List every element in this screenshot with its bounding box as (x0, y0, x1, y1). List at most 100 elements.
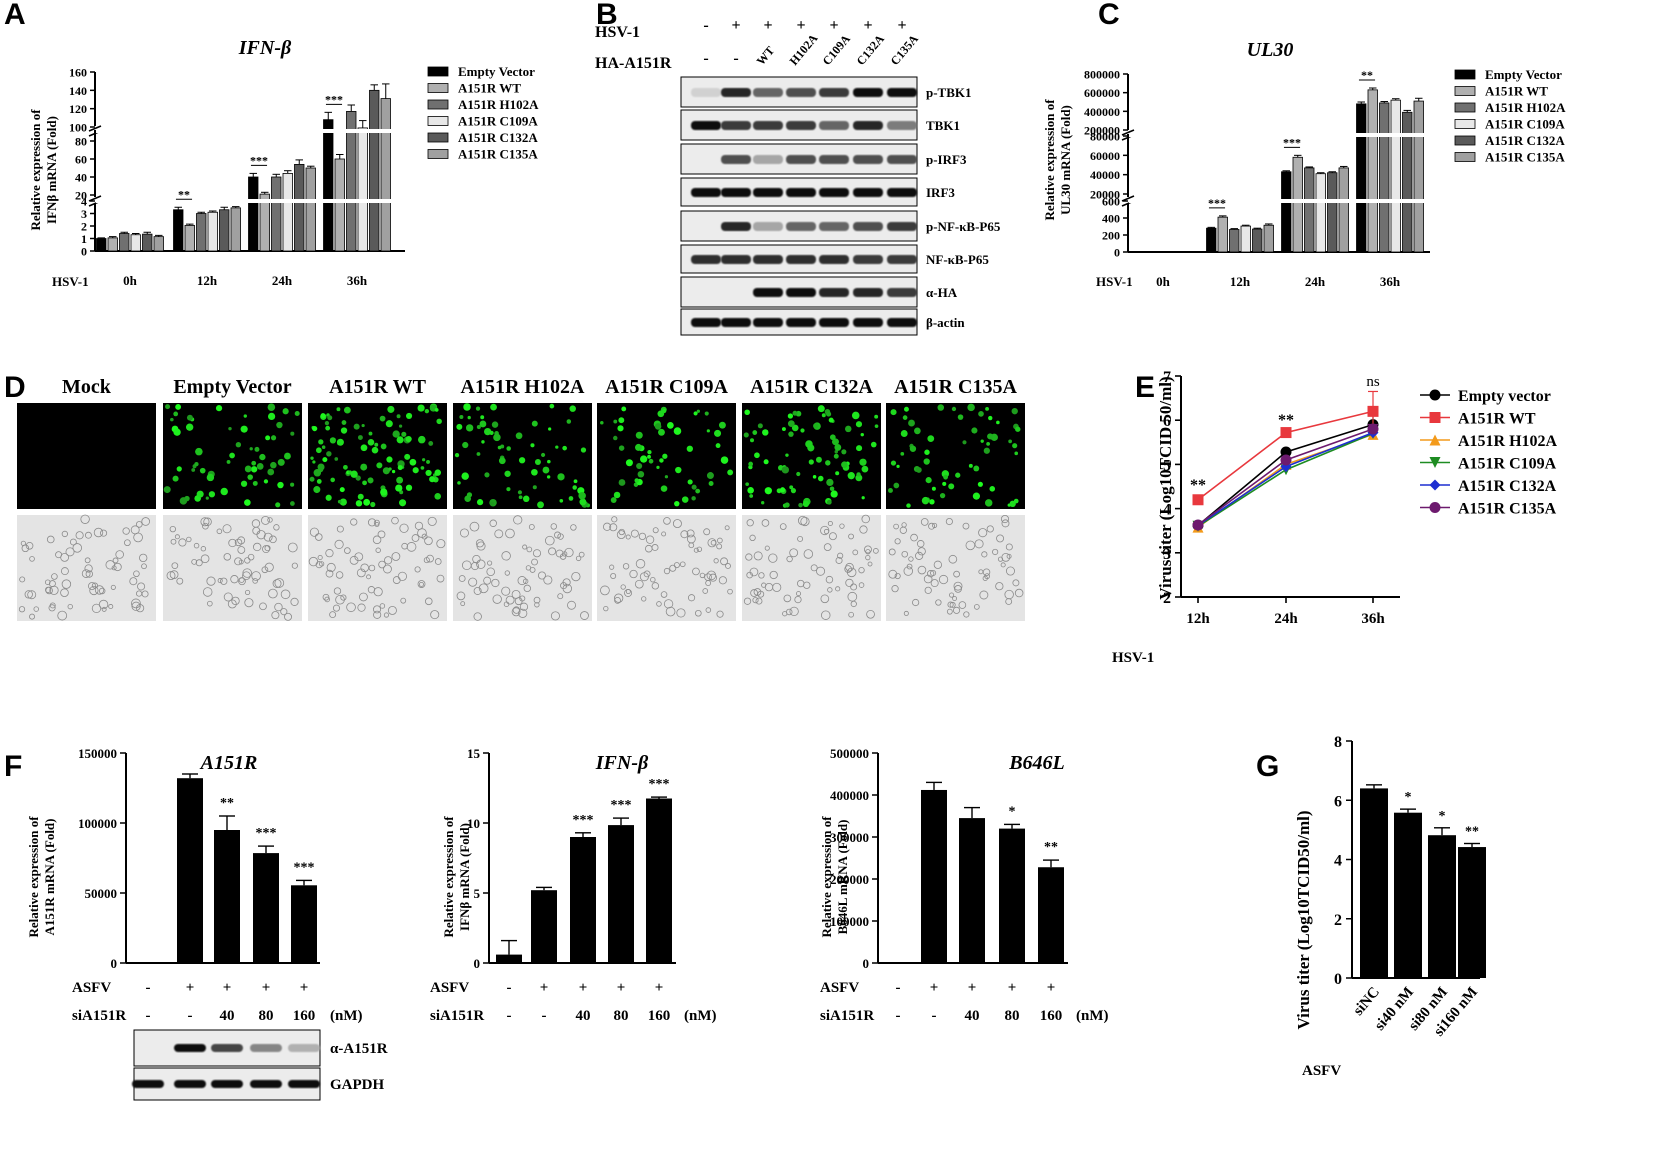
panel-d-gfp-cell (908, 419, 915, 427)
panel-d-brightfield-cell (783, 594, 792, 603)
c-bar-1-3 (1367, 89, 1378, 253)
a-bar-0-2 (248, 176, 259, 252)
panel-d-brightfield-cell (816, 566, 826, 576)
panel-d-brightfield-cell (557, 593, 564, 600)
panel-d-brightfield-cell (242, 571, 251, 580)
panel-d-brightfield-cell (707, 538, 717, 548)
a-ytick-label: 80 (75, 135, 87, 149)
panel-d-gfp-cell (208, 491, 216, 498)
panel-b-band (753, 255, 783, 264)
panel-d-brightfield-cell (753, 551, 763, 561)
panel-d-brightfield-cell (578, 551, 585, 558)
panel-d-gfp-cell (491, 421, 499, 428)
panel-d-gfp-cell (276, 421, 283, 429)
a-legend-swatch-2 (427, 99, 449, 110)
f1-row1-mark: + (223, 980, 232, 996)
panel-d-brightfield-cell (603, 605, 609, 612)
panel-d-brightfield-cell (424, 536, 433, 546)
panel-d-gfp-cell (175, 404, 182, 410)
panel-d-gfp-cell (796, 471, 801, 477)
panel-d-brightfield-cell (952, 596, 957, 601)
f1-ytick-label: 150000 (78, 746, 117, 761)
panel-d-gfp-cell (625, 459, 633, 467)
panel-d-brightfield-cell (974, 539, 984, 549)
panel-d-brightfield-cell (19, 576, 26, 583)
panel-d-brightfield-cell (686, 529, 695, 538)
panel-d-brightfield-cell (933, 560, 942, 569)
panel-d-gfp-cell (191, 468, 196, 472)
f3-unit-label: (nM) (1076, 1008, 1109, 1024)
panel-d-brightfield-cell (888, 569, 898, 579)
panel-d-brightfield-cell (906, 563, 913, 570)
panel-d-brightfield-cell (859, 525, 868, 534)
panel-e-legend-label-0: Empty vector (1458, 388, 1551, 405)
panel-d-gfp-cell (251, 460, 257, 466)
panel-d-gfp-cell (396, 414, 401, 419)
panel-d-brightfield-cell (693, 547, 699, 553)
panel-d-brightfield-cell (322, 593, 330, 601)
panel-d-gfp-cell (350, 470, 358, 478)
panel-d-brightfield-cell (548, 547, 557, 556)
panel-d-gfp-cell (343, 406, 351, 414)
panel-c-chart: UL30 Relative expression of UL30 mRNA (F… (1042, 39, 1566, 289)
panel-d-gfp-cell (779, 487, 786, 493)
panel-d-brightfield-cell (893, 523, 899, 530)
panel-d-brightfield-cell (526, 546, 533, 553)
panel-d-brightfield-cell (223, 592, 233, 602)
panel-d-gfp-cell (417, 404, 425, 412)
panel-d-gfp-cell (480, 415, 485, 420)
panel-b-band (786, 121, 816, 130)
f2-row2-label: siA151R (430, 1008, 484, 1024)
panel-d-brightfield-cell (309, 527, 319, 537)
panel-d-gfp-cell (904, 406, 909, 412)
panel-d-brightfield-cell (1006, 553, 1012, 559)
c-legend-label-4: A151R C132A (1485, 133, 1565, 148)
panel-d-gfp-cell (173, 411, 179, 417)
panel-d-brightfield-cell (908, 556, 914, 562)
panel-d-brightfield-cell (768, 553, 778, 563)
c-sig-label: ** (1361, 68, 1373, 82)
panel-d-brightfield-cell (866, 609, 875, 619)
panel-d-brightfield-cell (227, 599, 237, 609)
panel-d-gfp-cell (294, 411, 300, 417)
panel-d-brightfield-cell (724, 525, 730, 531)
panel-e-xtick-label: 12h (1186, 611, 1210, 627)
panel-d-gfp-cell (327, 415, 333, 421)
panel-d-brightfield-cell (425, 597, 433, 606)
panel-d-brightfield-cell (839, 523, 845, 529)
panel-d-gfp-cell (465, 424, 474, 432)
panel-d-brightfield-cell (661, 531, 667, 537)
panel-d-gfp-cell (578, 492, 586, 500)
panel-d-gfp-cell (405, 412, 413, 419)
panel-d-gfp-cell (313, 469, 322, 477)
panel-b-band (721, 188, 751, 197)
a-ytick-label: 60 (75, 153, 87, 167)
panel-d-brightfield-cell (384, 556, 393, 565)
panel-d-gfp-cell (530, 443, 535, 448)
panel-b-hsv-mark: + (796, 17, 805, 34)
c-bar-2-1 (1229, 229, 1240, 253)
panel-d-gfp-cell (531, 468, 538, 476)
panel-d-gfp-cell (515, 432, 523, 440)
f1-row1-mark: - (146, 980, 151, 996)
panel-d-brightfield-cell (461, 560, 472, 571)
panel-d-brightfield-cell (519, 602, 529, 611)
panel-d-brightfield-cell (901, 522, 907, 528)
panel-d-gfp-cell (855, 421, 863, 428)
c-bar-4-1 (1252, 228, 1263, 253)
panel-d-brightfield-cell (953, 570, 960, 578)
panel-d-brightfield-cell (920, 518, 929, 526)
panel-d-brightfield-cell (638, 532, 647, 541)
panel-d-gfp-cell (343, 464, 348, 470)
panel-b-band (887, 188, 917, 197)
c-ytick-label: 600 (1102, 195, 1120, 209)
panel-d-gfp-cell (185, 423, 194, 431)
panel-d-brightfield-cell (280, 608, 288, 616)
panel-d-gfp-cell (195, 447, 203, 456)
a-bar-4-3 (369, 89, 380, 252)
panel-d-brightfield-cell (672, 519, 682, 529)
panel-d-gfp-cell (925, 477, 932, 484)
panel-f2-ylabel-line1: Relative expression of (441, 816, 456, 938)
panel-d-gfp-cell (312, 460, 316, 464)
